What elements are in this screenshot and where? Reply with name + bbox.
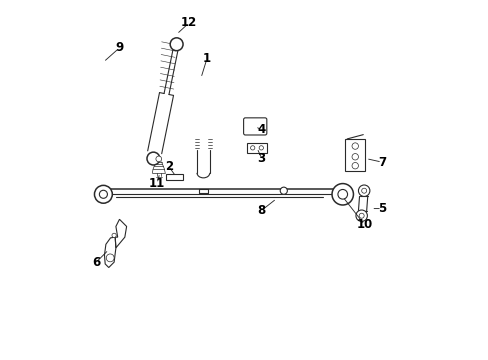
Text: 3: 3: [257, 152, 265, 165]
Circle shape: [156, 156, 162, 162]
Circle shape: [358, 185, 369, 197]
Circle shape: [331, 184, 353, 205]
Circle shape: [170, 38, 183, 51]
Text: 8: 8: [257, 204, 265, 217]
FancyBboxPatch shape: [166, 174, 183, 180]
Circle shape: [250, 146, 254, 150]
Text: 1: 1: [203, 52, 211, 65]
Circle shape: [355, 210, 366, 221]
Text: 9: 9: [115, 41, 123, 54]
Circle shape: [99, 190, 107, 198]
Circle shape: [280, 187, 287, 194]
Circle shape: [94, 185, 112, 203]
Text: 4: 4: [257, 123, 265, 136]
Circle shape: [361, 188, 366, 193]
Circle shape: [106, 254, 114, 262]
Text: 11: 11: [148, 177, 165, 190]
Circle shape: [259, 146, 263, 150]
Text: 5: 5: [377, 202, 386, 215]
Text: 2: 2: [164, 160, 172, 173]
Text: 12: 12: [181, 16, 197, 29]
Circle shape: [351, 162, 358, 169]
Circle shape: [351, 143, 358, 149]
FancyBboxPatch shape: [345, 139, 365, 171]
FancyBboxPatch shape: [246, 143, 267, 153]
Circle shape: [351, 154, 358, 160]
Circle shape: [337, 189, 347, 199]
Circle shape: [358, 213, 364, 218]
Text: 6: 6: [92, 256, 100, 269]
Circle shape: [112, 233, 116, 238]
Circle shape: [147, 152, 160, 165]
Text: 7: 7: [377, 156, 386, 168]
FancyBboxPatch shape: [243, 118, 266, 135]
Text: 10: 10: [356, 218, 372, 231]
